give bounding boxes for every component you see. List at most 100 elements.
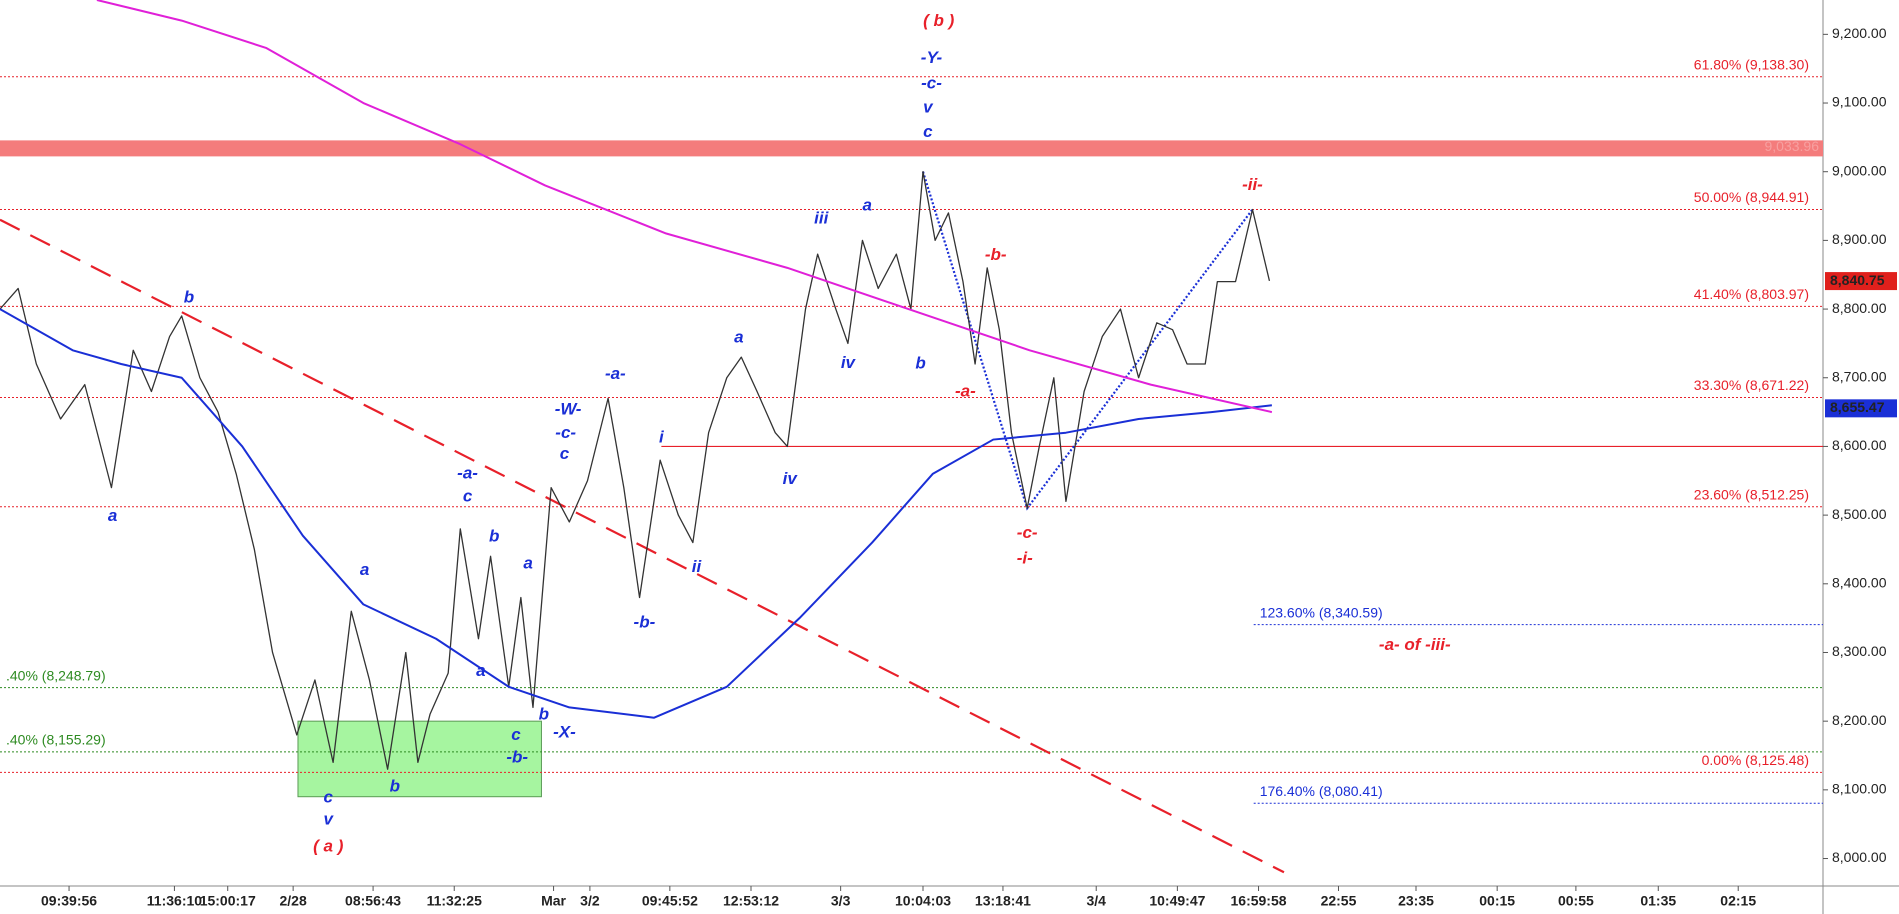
fib-label: 123.60% (8,340.59) xyxy=(1260,604,1383,620)
x-tick-label: 22:55 xyxy=(1321,893,1357,909)
price-line xyxy=(0,308,1272,719)
wave-label: iv xyxy=(841,353,857,372)
x-tick-label: 11:36:10 xyxy=(147,893,202,909)
wave-label: b xyxy=(390,777,400,796)
y-tick-label: 8,900.00 xyxy=(1832,231,1887,247)
wave-label: ( a ) xyxy=(313,836,344,855)
x-tick-label: 12:53:12 xyxy=(723,893,779,909)
wave-label: a xyxy=(863,196,872,215)
wave-label: c xyxy=(923,122,933,141)
y-tick-label: 9,200.00 xyxy=(1832,25,1887,41)
wave-label: -a- xyxy=(605,364,626,383)
wave-label: -a- of -iii- xyxy=(1379,635,1451,654)
wave-label: a xyxy=(523,553,532,572)
wave-label: v xyxy=(324,810,335,829)
y-tick-label: 8,600.00 xyxy=(1832,437,1887,453)
wave-label: b xyxy=(539,704,549,723)
fib-label: 33.30% (8,671.22) xyxy=(1694,377,1809,393)
x-tick-label: 08:56:43 xyxy=(345,893,401,909)
x-tick-label: 3/2 xyxy=(580,893,600,909)
wave-label: -b- xyxy=(506,748,528,767)
price-line xyxy=(96,0,1273,414)
wave-label: ( b ) xyxy=(923,11,954,30)
y-tick-label: 8,400.00 xyxy=(1832,575,1887,591)
y-tick-label: 8,000.00 xyxy=(1832,849,1887,865)
y-tick-label: 8,200.00 xyxy=(1832,712,1887,728)
x-tick-label: 10:04:03 xyxy=(895,893,951,909)
wave-label: -Y- xyxy=(921,48,943,67)
fib-label: .40% (8,155.29) xyxy=(6,732,106,748)
x-tick-label: 09:39:56 xyxy=(41,893,97,909)
fib-label: 61.80% (9,138.30) xyxy=(1694,56,1809,72)
x-tick-label: 11:32:25 xyxy=(427,893,482,909)
fib-label: 41.40% (8,803.97) xyxy=(1694,286,1809,302)
price-tag-label: 8,655.47 xyxy=(1830,399,1885,415)
fib-label: 23.60% (8,512.25) xyxy=(1694,486,1809,502)
wave-label: -b- xyxy=(985,245,1007,264)
wave-label: a xyxy=(734,327,743,346)
y-tick-label: 8,500.00 xyxy=(1832,506,1887,522)
wave-label: iii xyxy=(814,209,829,228)
wave-label: b xyxy=(915,353,925,372)
wave-label: i xyxy=(659,428,665,447)
fib-label: 50.00% (8,944.91) xyxy=(1694,189,1809,205)
fib-label: 0.00% (8,125.48) xyxy=(1702,752,1809,768)
y-tick-label: 8,100.00 xyxy=(1832,781,1887,797)
x-tick-label: Mar xyxy=(541,893,566,909)
wave-label: a xyxy=(360,560,369,579)
x-tick-label: 15:00:17 xyxy=(200,893,256,909)
wave-label: iv xyxy=(783,469,799,488)
wave-label: b xyxy=(489,527,499,546)
x-tick-label: 16:59:58 xyxy=(1231,893,1287,909)
x-tick-label: 00:55 xyxy=(1558,893,1594,909)
wave-label: -c- xyxy=(921,73,942,92)
wave-label: ii xyxy=(692,557,703,576)
wave-label: -a- xyxy=(955,382,976,401)
x-tick-label: 13:18:41 xyxy=(975,893,1031,909)
wave-label: a xyxy=(476,661,485,680)
x-tick-label: 09:45:52 xyxy=(642,893,698,909)
wave-label: -W- xyxy=(555,400,582,419)
x-tick-label: 02:15 xyxy=(1720,893,1756,909)
wave-label: -i- xyxy=(1017,549,1033,568)
resistance-band xyxy=(0,140,1823,157)
plot-area xyxy=(0,0,1823,874)
x-tick-label: 23:35 xyxy=(1398,893,1434,909)
y-tick-label: 8,700.00 xyxy=(1832,368,1887,384)
y-tick-label: 9,100.00 xyxy=(1832,94,1887,110)
x-tick-label: 3/3 xyxy=(831,893,851,909)
wave-label: -ii- xyxy=(1242,175,1263,194)
drawn-line xyxy=(0,218,1285,874)
wave-label: -c- xyxy=(1017,523,1038,542)
wave-label: -X- xyxy=(553,722,576,741)
x-tick-label: 2/28 xyxy=(280,893,307,909)
band-label: 9,033.96 xyxy=(1765,138,1820,154)
fib-label: .40% (8,248.79) xyxy=(6,667,106,683)
wave-label: b xyxy=(184,288,194,307)
wave-label: a xyxy=(108,506,117,525)
y-tick-label: 8,800.00 xyxy=(1832,300,1887,316)
wave-label: c xyxy=(463,487,473,506)
y-tick-label: 9,000.00 xyxy=(1832,162,1887,178)
fib-label: 176.40% (8,080.41) xyxy=(1260,783,1383,799)
x-tick-label: 3/4 xyxy=(1086,893,1106,909)
price-line xyxy=(0,171,1271,770)
x-tick-label: 00:15 xyxy=(1479,893,1515,909)
price-tag-label: 8,840.75 xyxy=(1830,272,1885,288)
price-tag xyxy=(1825,399,1897,418)
y-tick-label: 8,300.00 xyxy=(1832,643,1887,659)
x-tick-label: 01:35 xyxy=(1640,893,1676,909)
zone xyxy=(297,720,542,798)
wave-label: c xyxy=(560,444,570,463)
wave-label: -a- xyxy=(457,463,478,482)
wave-label: v xyxy=(923,97,934,116)
wave-label: c xyxy=(511,725,521,744)
x-tick-label: 10:49:47 xyxy=(1149,893,1205,909)
price-tag xyxy=(1825,272,1897,291)
wave-label: c xyxy=(324,788,334,807)
wave-label: -b- xyxy=(634,612,656,631)
wave-label: -c- xyxy=(555,423,576,442)
